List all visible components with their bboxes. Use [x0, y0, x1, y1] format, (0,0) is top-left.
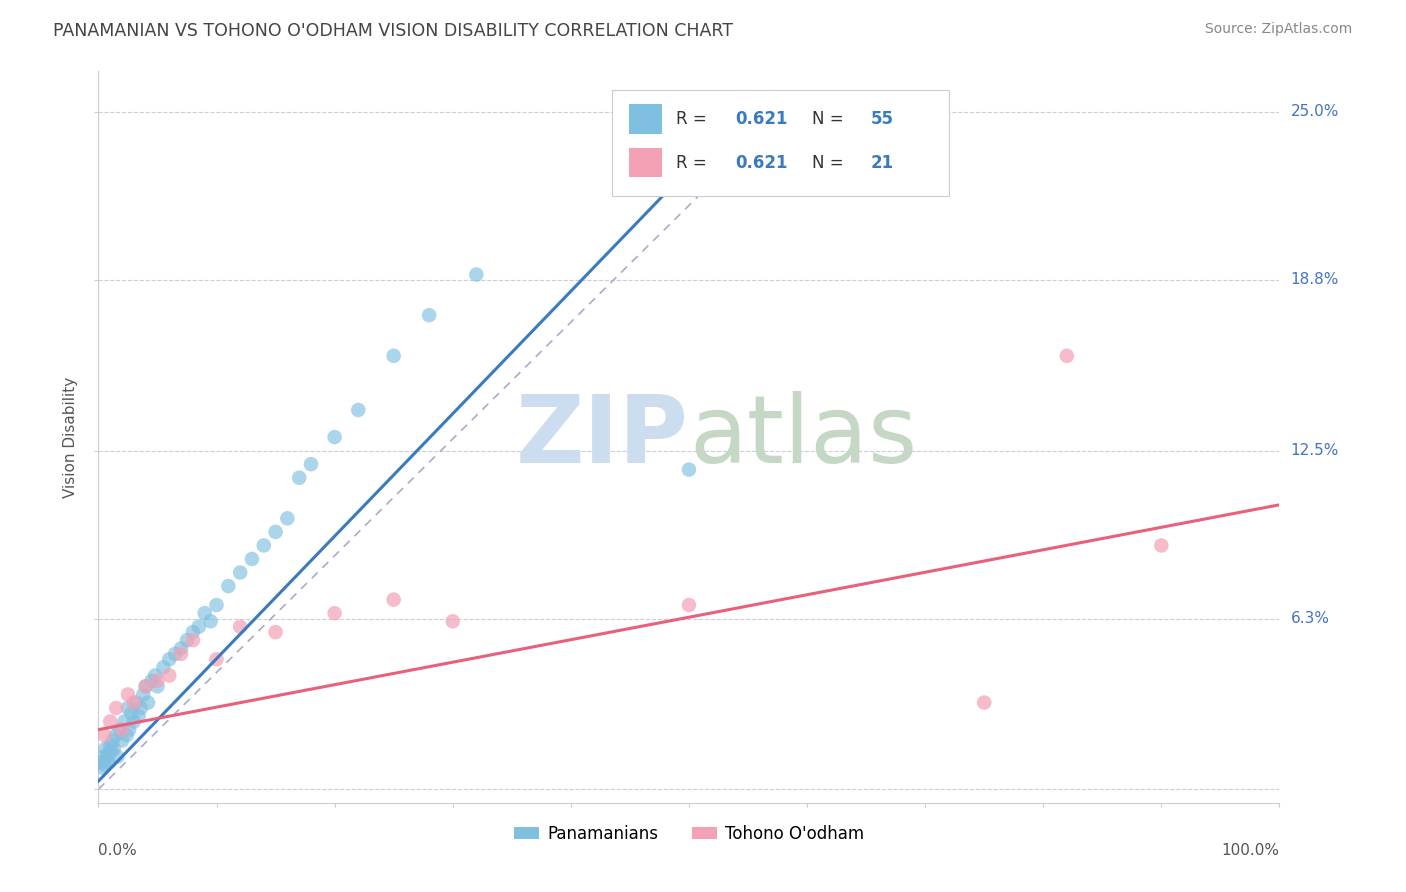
Text: 0.0%: 0.0% [98, 843, 138, 858]
Point [253, 538, 276, 552]
Point [276, 511, 298, 525]
Point [323, 606, 346, 620]
Point [1150, 538, 1173, 552]
Point [205, 652, 228, 666]
Point [678, 462, 700, 476]
Text: 55: 55 [870, 110, 894, 128]
Text: PANAMANIAN VS TOHONO O'ODHAM VISION DISABILITY CORRELATION CHART: PANAMANIAN VS TOHONO O'ODHAM VISION DISA… [53, 22, 734, 40]
Point [229, 566, 252, 580]
Point [111, 733, 134, 747]
Text: 0.621: 0.621 [735, 110, 787, 128]
Point [103, 741, 125, 756]
Point [115, 728, 138, 742]
Point [157, 668, 180, 682]
Point [105, 701, 128, 715]
Point [176, 633, 198, 648]
Point [200, 615, 222, 629]
Text: R =: R = [676, 153, 711, 172]
Point [240, 552, 263, 566]
Point [129, 701, 152, 715]
Point [418, 308, 440, 322]
Point [152, 660, 174, 674]
Point [97, 747, 120, 761]
Point [98, 739, 121, 753]
Point [170, 641, 193, 656]
Point [323, 430, 346, 444]
Text: 6.3%: 6.3% [1291, 611, 1330, 626]
Text: R =: R = [676, 110, 711, 128]
Point [187, 620, 209, 634]
Point [94, 741, 117, 756]
Point [111, 723, 134, 737]
Point [299, 457, 322, 471]
Point [135, 679, 157, 693]
Text: 0.621: 0.621 [735, 153, 787, 172]
Bar [628, 148, 662, 178]
Point [108, 723, 131, 737]
Point [117, 688, 139, 702]
Text: 25.0%: 25.0% [1291, 104, 1339, 120]
Point [264, 625, 287, 640]
Point [105, 728, 128, 742]
Point [141, 673, 163, 688]
Point [194, 606, 217, 620]
Point [100, 744, 122, 758]
Point [93, 757, 115, 772]
Point [93, 728, 115, 742]
Point [382, 349, 405, 363]
Text: ZIP: ZIP [516, 391, 689, 483]
Point [112, 714, 135, 729]
Point [347, 403, 370, 417]
Point [128, 709, 150, 723]
Point [678, 598, 700, 612]
Point [217, 579, 239, 593]
Legend: Panamanians, Tohono O'odham: Panamanians, Tohono O'odham [508, 818, 870, 849]
Point [98, 755, 121, 769]
Point [117, 701, 139, 715]
FancyBboxPatch shape [612, 90, 949, 195]
Point [441, 615, 464, 629]
Point [157, 652, 180, 666]
Text: N =: N = [811, 110, 849, 128]
Text: Source: ZipAtlas.com: Source: ZipAtlas.com [1205, 22, 1353, 37]
Point [122, 714, 145, 729]
Point [136, 696, 159, 710]
Bar [628, 104, 662, 134]
Point [973, 696, 995, 710]
Point [135, 679, 157, 693]
Point [91, 761, 114, 775]
Point [229, 620, 252, 634]
Point [181, 633, 204, 648]
Point [125, 696, 148, 710]
Y-axis label: Vision Disability: Vision Disability [63, 376, 79, 498]
Text: 18.8%: 18.8% [1291, 272, 1339, 287]
Point [146, 673, 169, 688]
Point [1056, 349, 1078, 363]
Text: 100.0%: 100.0% [1222, 843, 1279, 858]
Point [264, 524, 287, 539]
Point [98, 714, 121, 729]
Point [146, 679, 169, 693]
Point [181, 625, 204, 640]
Point [96, 752, 118, 766]
Point [170, 647, 193, 661]
Point [105, 749, 128, 764]
Point [122, 696, 145, 710]
Point [90, 755, 112, 769]
Text: N =: N = [811, 153, 849, 172]
Text: 12.5%: 12.5% [1291, 443, 1339, 458]
Point [121, 706, 143, 721]
Point [101, 733, 124, 747]
Point [91, 749, 114, 764]
Text: atlas: atlas [689, 391, 917, 483]
Point [382, 592, 405, 607]
Point [205, 598, 228, 612]
Point [465, 268, 488, 282]
Point [118, 723, 141, 737]
Point [165, 647, 187, 661]
Point [143, 668, 166, 682]
Point [132, 688, 155, 702]
Text: 21: 21 [870, 153, 894, 172]
Point [288, 471, 311, 485]
